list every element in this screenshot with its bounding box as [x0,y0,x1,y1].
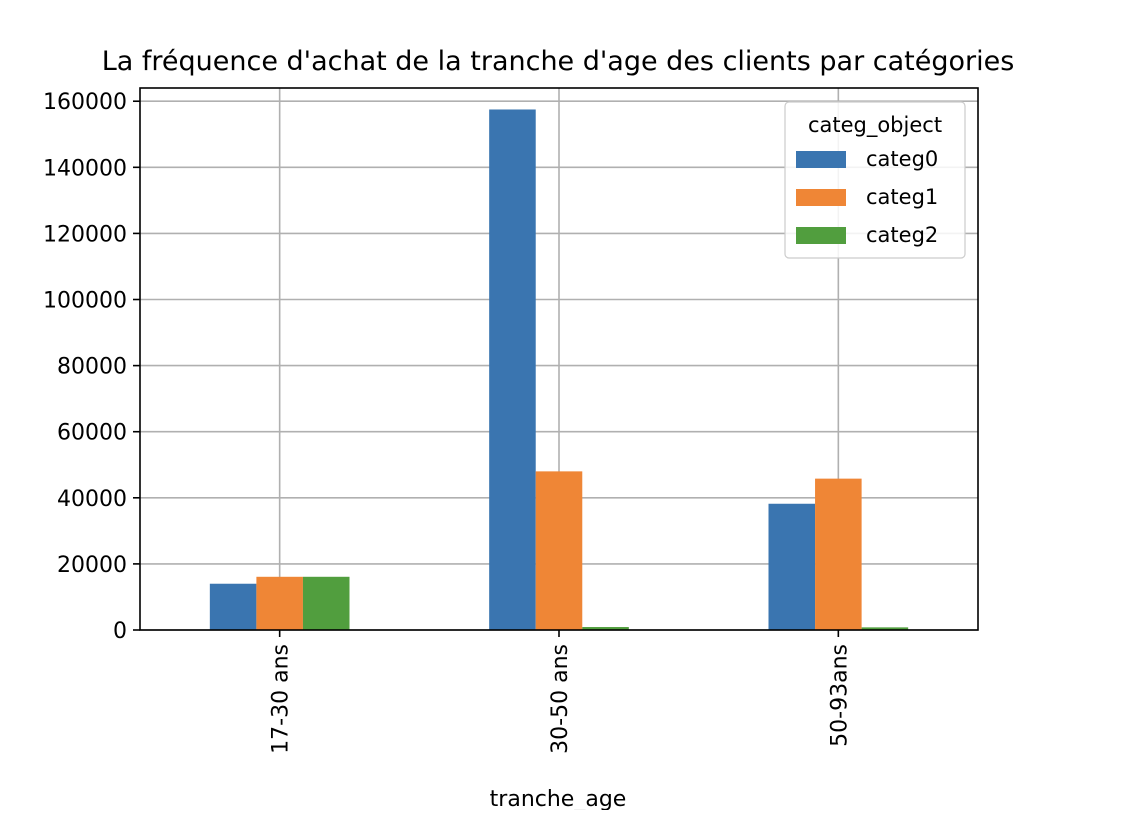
legend-label: categ0 [866,147,938,171]
y-tick-label: 0 [113,619,127,644]
bar-categ2 [302,576,350,630]
y-tick-label: 80000 [57,355,127,380]
y-tick-label: 100000 [43,289,127,314]
legend: categ_object categ0 categ1 categ2 [784,101,966,259]
legend-label: categ1 [866,185,938,209]
bar-categ1 [535,471,583,630]
legend-swatch-categ0 [796,151,846,168]
bar-categ1 [256,576,303,630]
x-tick-label: 50-93ans [827,644,852,747]
bar-categ2 [582,627,629,630]
y-tick-label: 120000 [43,222,127,247]
legend-swatch-categ1 [796,189,846,206]
bar-categ0 [489,109,536,631]
legend-label: categ2 [866,223,938,247]
x-axis-label: tranche_age [490,787,627,810]
y-axis-ticks: 0 20000 40000 60000 80000 100000 120000 140000 1… [43,90,140,644]
bar-categ1 [815,478,862,630]
x-axis-ticks: 17-30 ans 30-50 ans 50-93ans [269,630,852,754]
y-tick-label: 140000 [43,156,127,181]
legend-title: categ_object [808,113,942,138]
legend-swatch-categ2 [796,227,846,244]
bar-categ0 [209,583,257,630]
x-tick-label: 30-50 ans [548,644,573,754]
y-tick-label: 160000 [43,90,127,115]
y-tick-label: 40000 [57,487,127,512]
x-tick-label: 17-30 ans [269,644,294,754]
chart-title: La fréquence d'achat de la tranche d'age… [102,46,1015,77]
y-tick-label: 60000 [57,421,127,446]
y-tick-label: 20000 [57,553,127,578]
bar-categ0 [768,503,816,630]
bar-categ2 [861,627,909,630]
legend-box [784,101,966,259]
bars [209,109,909,631]
